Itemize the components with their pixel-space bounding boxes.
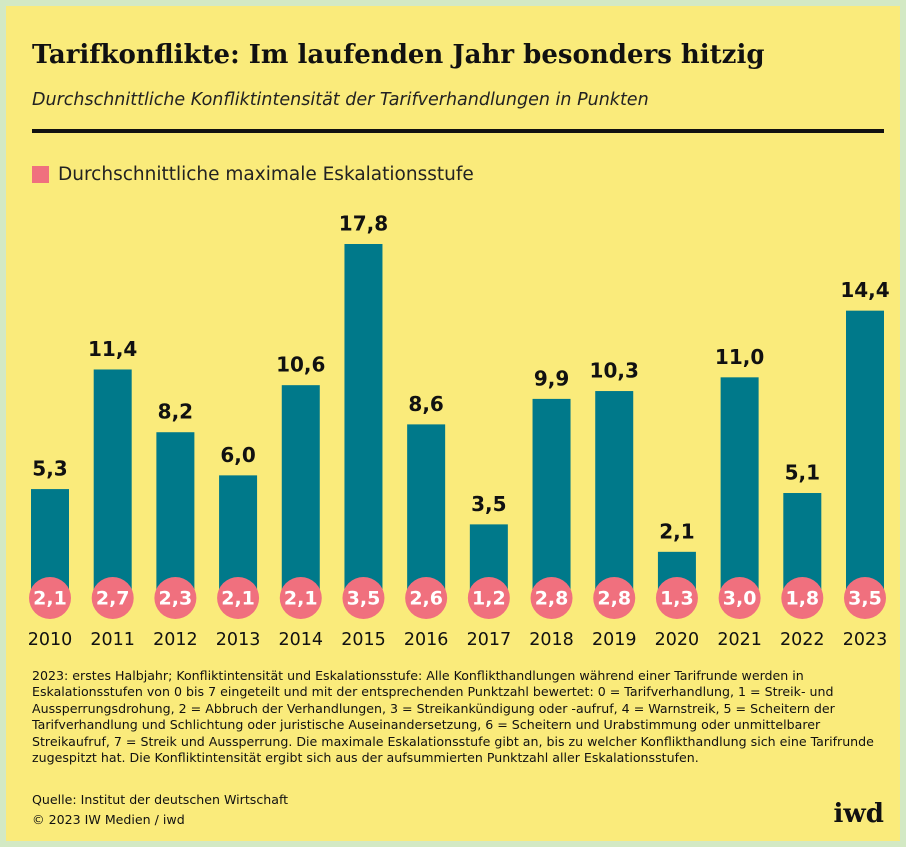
escalation-marker bbox=[655, 577, 698, 619]
x-tick-label: 2013 bbox=[216, 630, 261, 650]
escalation-marker bbox=[217, 577, 260, 619]
value-label: 5,3 bbox=[32, 457, 67, 481]
bar bbox=[595, 391, 634, 601]
value-label: 11,0 bbox=[715, 345, 764, 369]
bar bbox=[156, 432, 195, 601]
escalation-label: 2,8 bbox=[535, 588, 569, 610]
value-label: 6,0 bbox=[220, 443, 255, 467]
bar bbox=[846, 310, 884, 601]
x-tick-label: 2014 bbox=[278, 630, 323, 650]
escalation-label: 2,8 bbox=[597, 588, 631, 610]
escalation-label: 2,1 bbox=[284, 588, 318, 610]
escalation-marker bbox=[781, 577, 824, 619]
escalation-marker bbox=[467, 577, 510, 619]
legend-swatch bbox=[32, 166, 49, 183]
escalation-label: 2,1 bbox=[221, 588, 255, 610]
value-label: 11,4 bbox=[88, 337, 137, 361]
legend-label: Durchschnittliche maximale Eskalationsst… bbox=[58, 164, 474, 185]
x-tick-label: 2018 bbox=[529, 630, 574, 650]
x-tick-label: 2022 bbox=[780, 630, 825, 650]
escalation-label: 1,2 bbox=[472, 588, 506, 610]
value-label: 3,5 bbox=[471, 492, 506, 516]
escalation-marker bbox=[279, 577, 322, 619]
footnote: 2023: erstes Halbjahr; Konfliktintensitä… bbox=[32, 668, 874, 766]
escalation-label: 3,0 bbox=[723, 588, 757, 610]
escalation-marker bbox=[29, 577, 71, 619]
escalation-label: 2,1 bbox=[33, 588, 67, 610]
bar bbox=[720, 377, 759, 601]
divider bbox=[32, 129, 884, 133]
x-tick-label: 2021 bbox=[717, 630, 762, 650]
escalation-label: 1,8 bbox=[785, 588, 819, 610]
x-tick-label: 2020 bbox=[655, 630, 700, 650]
value-label: 10,3 bbox=[590, 359, 639, 383]
copyright: © 2023 IW Medien / iwd bbox=[32, 812, 185, 827]
bar bbox=[407, 424, 446, 601]
escalation-label: 1,3 bbox=[660, 588, 694, 610]
x-tick-label: 2012 bbox=[153, 630, 198, 650]
value-label: 5,1 bbox=[785, 461, 820, 485]
bar bbox=[532, 398, 571, 601]
x-tick-label: 2023 bbox=[843, 630, 888, 650]
value-label: 10,6 bbox=[276, 353, 325, 377]
logo: iwd bbox=[834, 799, 884, 829]
escalation-marker bbox=[405, 577, 448, 619]
value-label: 17,8 bbox=[339, 212, 388, 236]
escalation-label: 3,5 bbox=[848, 588, 882, 610]
escalation-label: 3,5 bbox=[347, 588, 381, 610]
value-label: 9,9 bbox=[534, 366, 569, 390]
source: Quelle: Institut der deutschen Wirtschaf… bbox=[32, 792, 289, 807]
x-tick-label: 2017 bbox=[467, 630, 512, 650]
x-tick-label: 2016 bbox=[404, 630, 449, 650]
value-label: 2,1 bbox=[659, 519, 694, 543]
chart-subtitle: Durchschnittliche Konfliktintensität der… bbox=[32, 90, 649, 110]
bar bbox=[344, 244, 383, 601]
escalation-label: 2,3 bbox=[159, 588, 193, 610]
x-tick-label: 2011 bbox=[90, 630, 135, 650]
escalation-marker bbox=[154, 577, 197, 619]
bar bbox=[281, 385, 320, 601]
value-label: 14,4 bbox=[840, 278, 889, 302]
x-tick-label: 2010 bbox=[28, 630, 73, 650]
value-label: 8,6 bbox=[408, 392, 443, 416]
escalation-marker bbox=[530, 577, 573, 619]
escalation-label: 2,6 bbox=[409, 588, 443, 610]
escalation-marker bbox=[844, 577, 886, 619]
x-tick-label: 2019 bbox=[592, 630, 637, 650]
bar bbox=[93, 369, 132, 601]
escalation-marker bbox=[718, 577, 761, 619]
x-tick-label: 2015 bbox=[341, 630, 386, 650]
escalation-label: 2,7 bbox=[96, 588, 130, 610]
escalation-marker bbox=[91, 577, 134, 619]
value-label: 8,2 bbox=[158, 400, 193, 424]
chart-title: Tarifkonflikte: Im laufenden Jahr besond… bbox=[32, 40, 765, 70]
escalation-marker bbox=[342, 577, 385, 619]
escalation-marker bbox=[593, 577, 636, 619]
